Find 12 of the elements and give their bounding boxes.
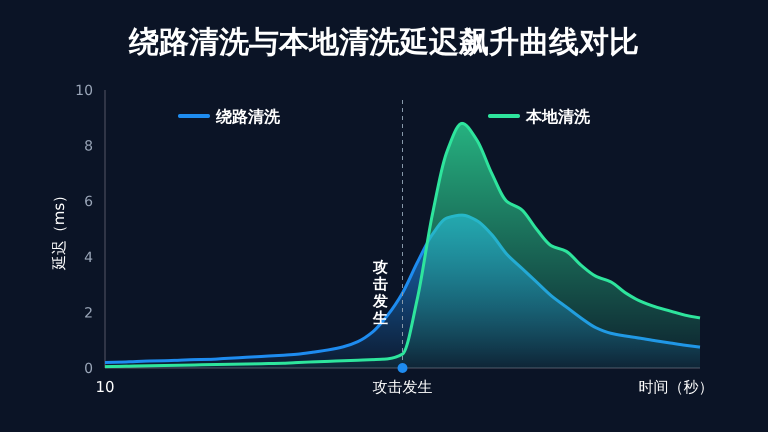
y-tick-label: 10 [75, 83, 93, 99]
y-tick-label: 4 [84, 250, 94, 266]
y-tick-label: 2 [84, 305, 93, 322]
y-tick-label: 8 [84, 138, 93, 155]
chart-title: 绕路清洗与本地清洗延迟飙升曲线对比 [128, 25, 639, 60]
y-tick-label: 6 [84, 194, 94, 210]
legend-label: 绕路清洗 [215, 107, 281, 126]
y-axis-title: 延迟（ms） [50, 188, 68, 272]
legend-label: 本地清洗 [525, 107, 591, 126]
x-axis-title: 时间（秒） [638, 378, 714, 396]
y-tick-label: 0 [84, 361, 93, 377]
x-tick-label: 攻击发生 [372, 378, 432, 396]
